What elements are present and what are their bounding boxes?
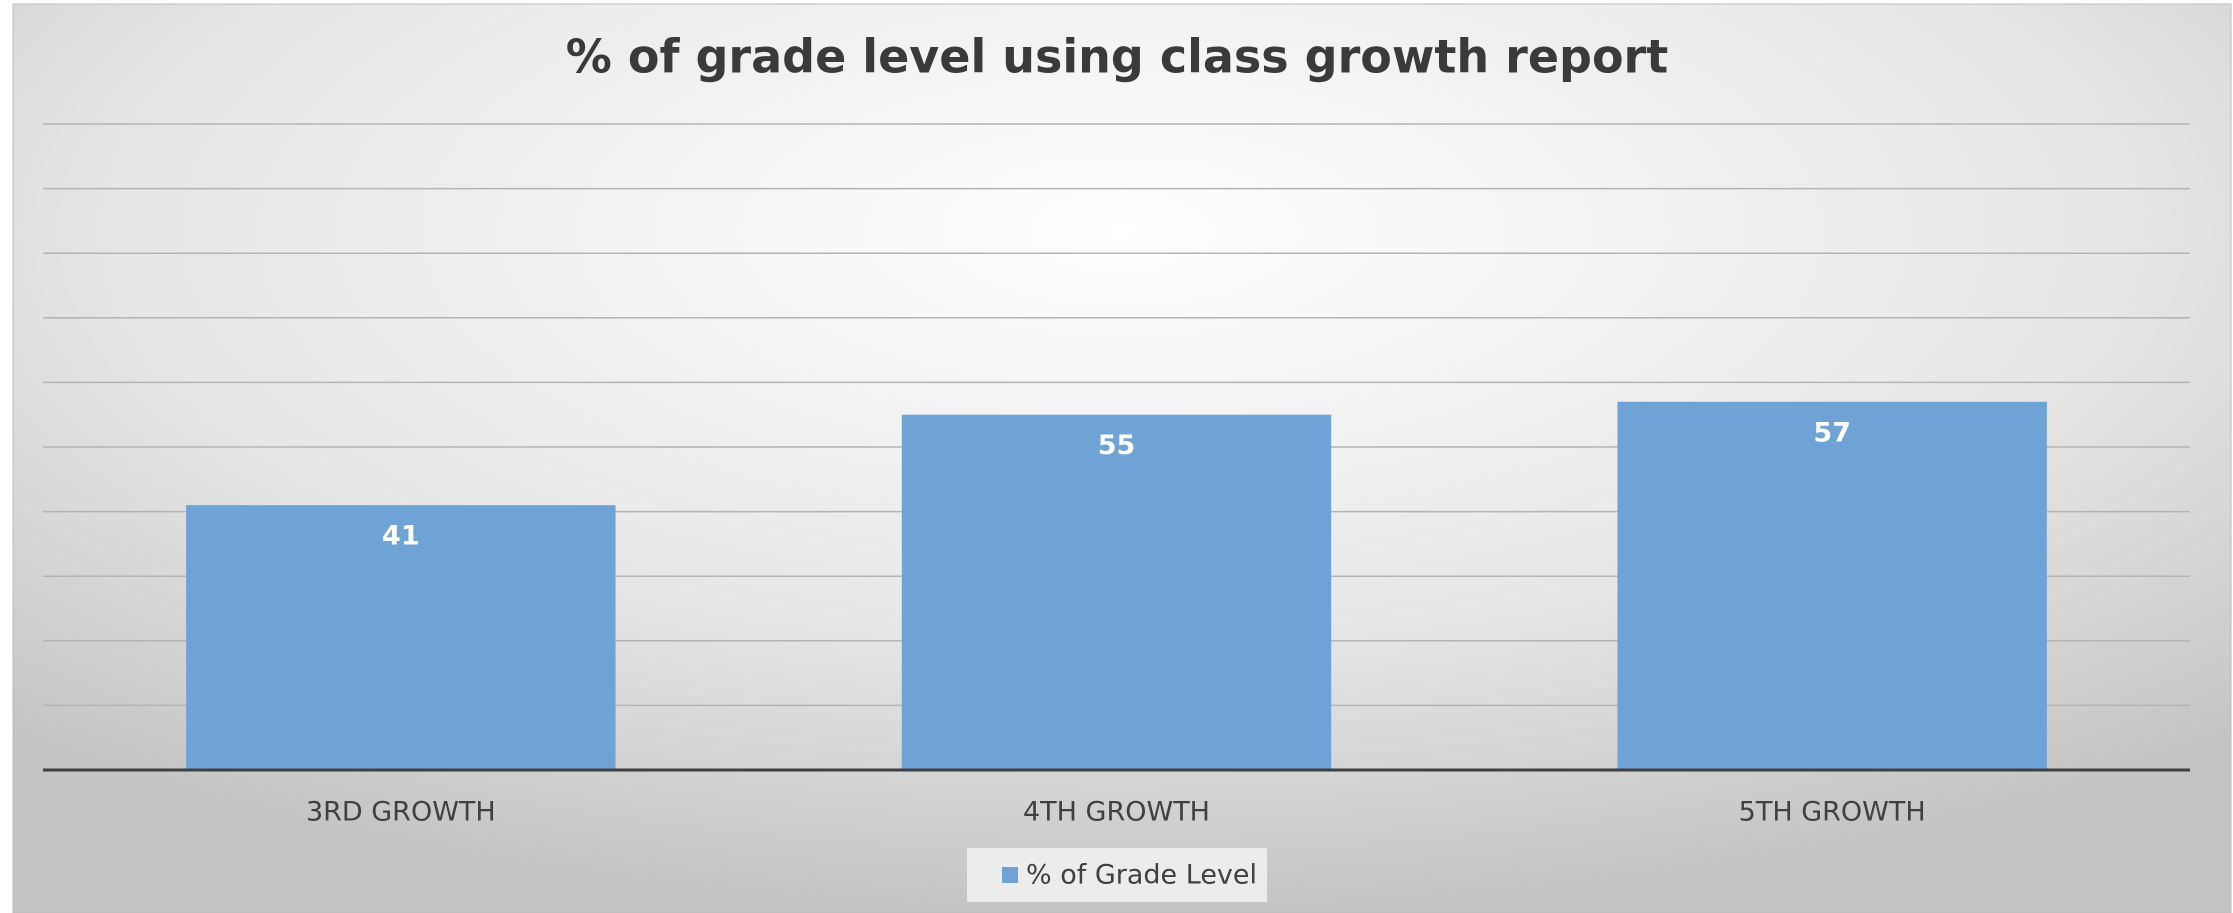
- x-tick-label: 5TH GROWTH: [1739, 797, 1926, 828]
- chart-title: % of grade level using class growth repo…: [566, 30, 1668, 84]
- x-tick-label: 4TH GROWTH: [1023, 797, 1210, 828]
- bar: [901, 414, 1332, 770]
- bar: [1617, 401, 2047, 770]
- data-label: 55: [1098, 430, 1136, 461]
- bar: [186, 505, 616, 770]
- x-tick-label: 3RD GROWTH: [306, 797, 496, 828]
- data-label: 41: [382, 521, 420, 552]
- data-label: 57: [1813, 417, 1851, 448]
- legend-label: % of Grade Level: [1026, 860, 1257, 891]
- legend-swatch: [1002, 867, 1018, 883]
